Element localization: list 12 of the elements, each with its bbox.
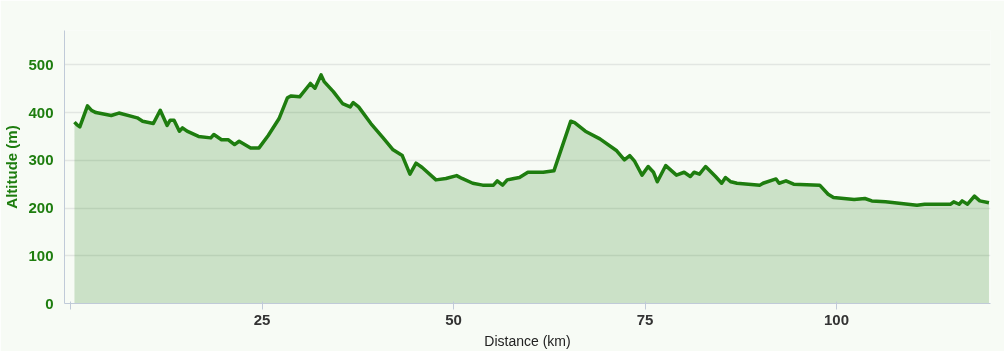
x-axis-title: Distance (km) [484, 332, 571, 349]
x-tick-label: 50 [445, 310, 462, 328]
y-tick-label: 0 [45, 294, 54, 312]
x-tick-label: 100 [824, 310, 850, 328]
y-tick-label: 100 [28, 246, 54, 264]
y-tick-label: 500 [28, 55, 54, 73]
y-tick-label: 300 [28, 151, 54, 169]
x-tick-label: 25 [253, 310, 271, 328]
y-tick-label: 200 [28, 199, 54, 217]
y-tick-label: 400 [28, 103, 54, 121]
y-axis-title: Altitude (m) [3, 125, 21, 209]
x-tick-label: 75 [636, 310, 654, 328]
